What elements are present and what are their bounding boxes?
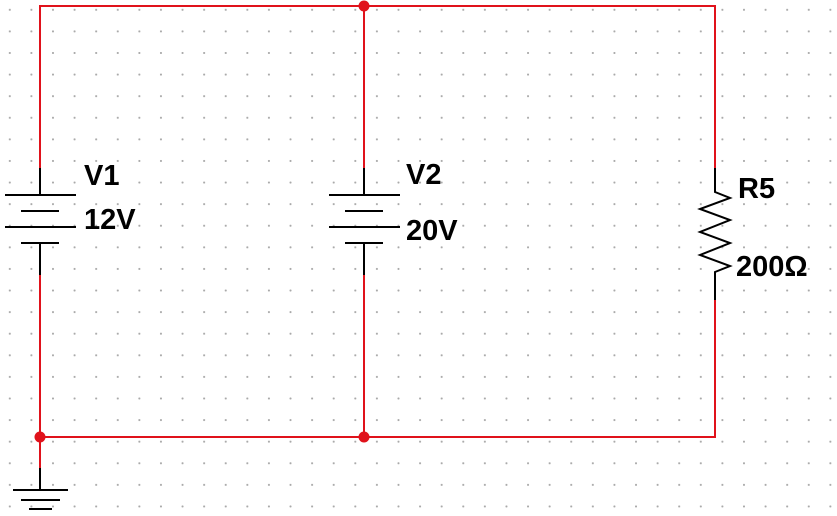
battery-v1[interactable]: V1 12V (5, 160, 136, 275)
junction-dot (358, 431, 370, 443)
r5-value-label: 200Ω (736, 251, 808, 283)
r5-ref-label: R5 (738, 173, 775, 205)
wire-bottom-left[interactable] (39, 274, 365, 438)
wire-top-right[interactable] (363, 5, 716, 169)
v2-ref-label: V2 (406, 159, 441, 191)
junctions (34, 0, 370, 443)
wire-bottom-right[interactable] (363, 299, 716, 438)
ground-icon[interactable] (13, 468, 68, 510)
battery-v2[interactable]: V2 20V (329, 159, 458, 275)
resistor-r5[interactable]: R5 200Ω (697, 168, 808, 300)
junction-dot (358, 0, 370, 12)
wires (39, 5, 716, 469)
wire-top-left[interactable] (39, 5, 365, 169)
v2-value-label: 20V (406, 215, 458, 247)
junction-dot (34, 431, 46, 443)
v1-value-label: 12V (84, 204, 136, 236)
v1-ref-label: V1 (84, 160, 119, 192)
